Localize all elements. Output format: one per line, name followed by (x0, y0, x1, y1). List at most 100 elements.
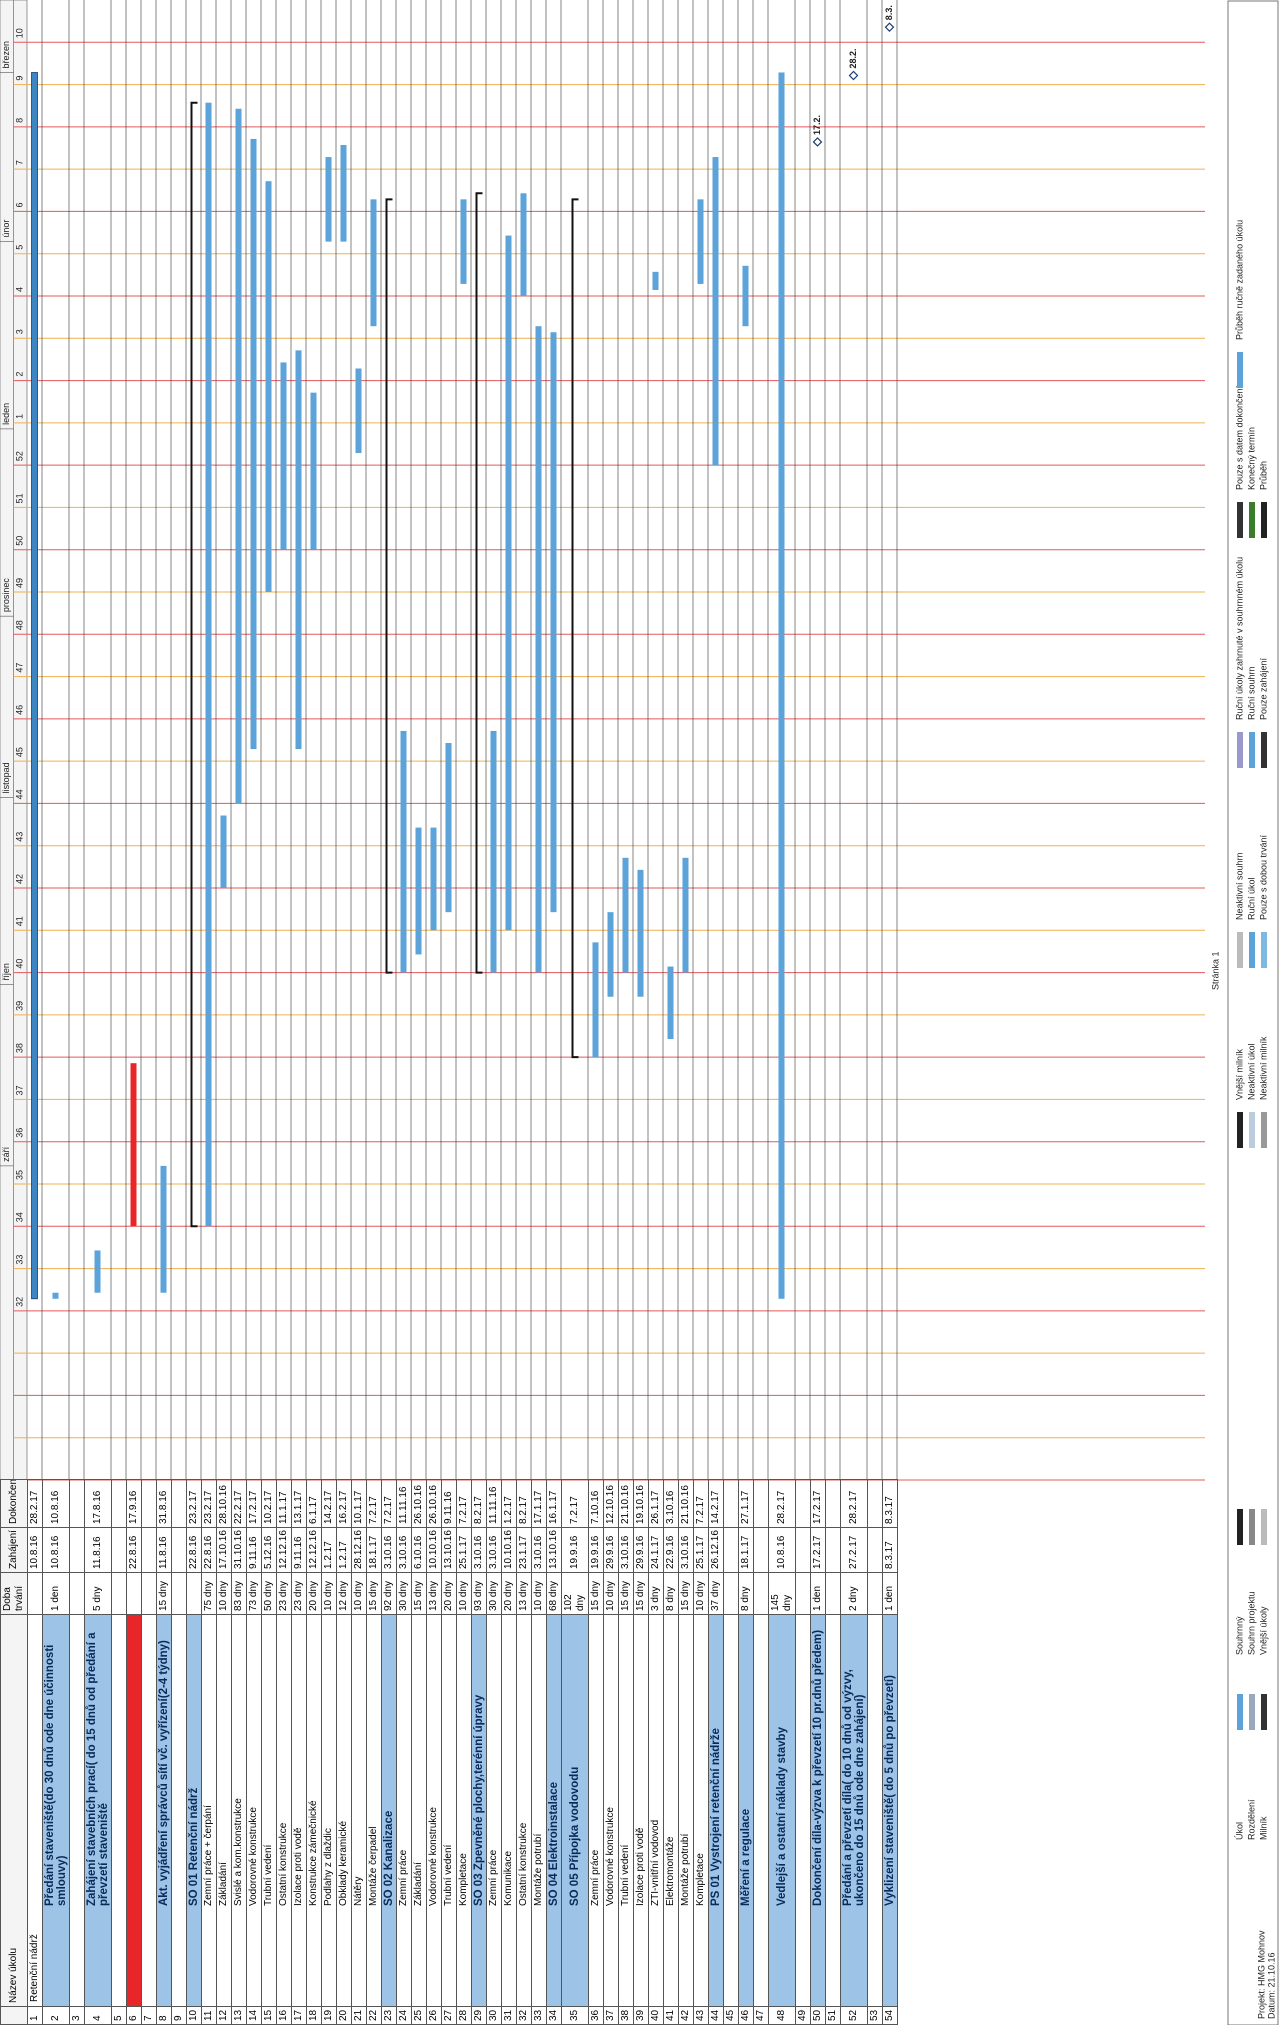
task-row: 10 SO 01 Retenční nádrž 22.8.16 23.2.17 (186, 1479, 202, 2025)
task-start: 10.10.16 (501, 1527, 517, 1573)
task-start: 24.1.17 (648, 1527, 664, 1573)
task-id: 33 (531, 2006, 547, 2025)
task-start: 12.12.16 (276, 1527, 292, 1573)
task-bar (592, 942, 599, 1058)
task-start: 28.12.16 (351, 1527, 367, 1573)
task-start: 10.8.16 (42, 1527, 70, 1573)
task-start: 5.12.16 (261, 1527, 277, 1573)
month-label: říjen (1, 963, 11, 981)
task-bar (220, 815, 227, 888)
column-header: Název úkolu (0, 1614, 28, 2007)
task-name: Nátěry (351, 1614, 367, 2007)
task-name (141, 1614, 157, 2007)
task-name (171, 1614, 187, 2007)
month-label: září (1, 1146, 11, 1162)
task-start: 12.12.16 (306, 1527, 322, 1573)
task-end: 28.10.16 (216, 1479, 232, 1528)
task-name: Vedlejší a ostatní náklady stavby (768, 1614, 796, 2007)
task-duration: 30 dny (396, 1572, 412, 1615)
task-duration: 10 dny (216, 1572, 232, 1615)
task-name: Vodorovné konstrukce (603, 1614, 619, 2007)
task-end (867, 1479, 883, 1528)
task-end: 10.8.16 (42, 1479, 70, 1528)
week-label: 36 (15, 1128, 25, 1138)
task-end: 13.1.17 (291, 1479, 307, 1528)
task-name: Trubní vedení (441, 1614, 457, 2007)
task-row: 33 Montáže potrubí 10 dny 3.10.16 17.1.17 (531, 1479, 547, 2025)
task-row: 39 Izolace proti vodě 15 dny 29.9.16 19.10.1… (633, 1479, 649, 2025)
legend-box (1227, 0, 1279, 2025)
task-duration (795, 1572, 811, 1615)
task-duration (723, 1572, 739, 1615)
task-name (825, 1614, 841, 2007)
task-duration: 75 dny (201, 1572, 217, 1615)
task-duration: 10 dny (693, 1572, 709, 1615)
task-end: 12.10.16 (603, 1479, 619, 1528)
task-bar (505, 235, 512, 931)
task-start (723, 1527, 739, 1573)
task-id: 20 (336, 2006, 352, 2025)
task-end: 11.11.16 (396, 1479, 412, 1528)
task-name: Podlahy z dlaždic (321, 1614, 337, 2007)
task-name: Konstrukce zámečnické (306, 1614, 322, 2007)
task-duration (753, 1572, 769, 1615)
legend-label: Ruční souhrn (1246, 666, 1256, 720)
task-duration: 15 dny (588, 1572, 604, 1615)
task-bar (712, 157, 719, 466)
task-start: 1.2.17 (336, 1527, 352, 1573)
week-label: 44 (15, 789, 25, 799)
task-end: 7.2.17 (366, 1479, 382, 1528)
task-bar (490, 730, 497, 973)
task-duration: 13 dny (516, 1572, 532, 1615)
task-end: 10.2.17 (261, 1479, 277, 1528)
week-label: 2 (15, 372, 25, 377)
task-row: 19 Podlahy z dlaždic 10 dny 1.2.17 14.2.17 (321, 1479, 337, 2025)
page-number: Stránka 1 (1210, 951, 1220, 990)
legend-symbol (1249, 1112, 1255, 1148)
task-name (753, 1614, 769, 2007)
task-start (69, 1527, 85, 1573)
task-duration: 15 dny (411, 1572, 427, 1615)
task-id: 25 (411, 2006, 427, 2025)
week-label: 51 (15, 493, 25, 503)
task-bar (310, 392, 317, 550)
task-end (111, 1479, 127, 1528)
task-name: Akt. vyjádření správců sítí vč. vyřízení… (156, 1614, 172, 2007)
month-label: prosinec (1, 578, 11, 613)
legend-symbol (1237, 502, 1243, 538)
task-start: 31.10.16 (231, 1527, 247, 1573)
task-row: 6 22.8.16 17.9.16 (126, 1479, 142, 2025)
week-label: 33 (15, 1255, 25, 1265)
task-start: 26.12.16 (708, 1527, 724, 1573)
task-id: 15 (261, 2006, 277, 2025)
task-row: 54 Vyklizení staveniště( do 5 dnů po přev… (882, 1479, 898, 2025)
task-start: 18.1.17 (366, 1527, 382, 1573)
task-bar (667, 966, 674, 1040)
task-bar (340, 144, 347, 242)
task-row: 18 Konstrukce zámečnické 20 dny 12.12.16 6.1… (306, 1479, 322, 2025)
task-row: 40 ZTI-vnitřní vodovod 3 dny 24.1.17 26.1.17 (648, 1479, 664, 2025)
task-start: 3.10.16 (486, 1527, 502, 1573)
task-row: 5 (111, 1479, 127, 2025)
task-name: Dokončení díla-výzva k převzetí 10 pr.dn… (810, 1614, 826, 2007)
task-name: Montáže potrubí (678, 1614, 694, 2007)
summary-bar (385, 198, 393, 974)
task-row: 2 Předání staveniště(do 30 dnů ode dne úč… (42, 1479, 70, 2025)
task-end: 17.9.16 (126, 1479, 142, 1528)
task-end (171, 1479, 187, 1528)
task-name (69, 1614, 85, 2007)
task-duration: 37 dny (708, 1572, 724, 1615)
task-id: 44 (708, 2006, 724, 2025)
week-label: 39 (15, 1001, 25, 1011)
task-row: 21 Nátěry 10 dny 28.12.16 10.1.17 (351, 1479, 367, 2025)
task-duration: 93 dny (471, 1572, 487, 1615)
task-row: 31 Komunikace 20 dny 10.10.16 1.2.17 (501, 1479, 517, 2025)
legend-label: Neaktivní úkol (1246, 1043, 1256, 1100)
task-duration (171, 1572, 187, 1615)
week-label: 5 (15, 245, 25, 250)
task-start: 3.10.16 (531, 1527, 547, 1573)
task-name (867, 1614, 883, 2007)
task-end: 27.1.17 (738, 1479, 754, 1528)
task-end: 28.2.17 (768, 1479, 796, 1528)
